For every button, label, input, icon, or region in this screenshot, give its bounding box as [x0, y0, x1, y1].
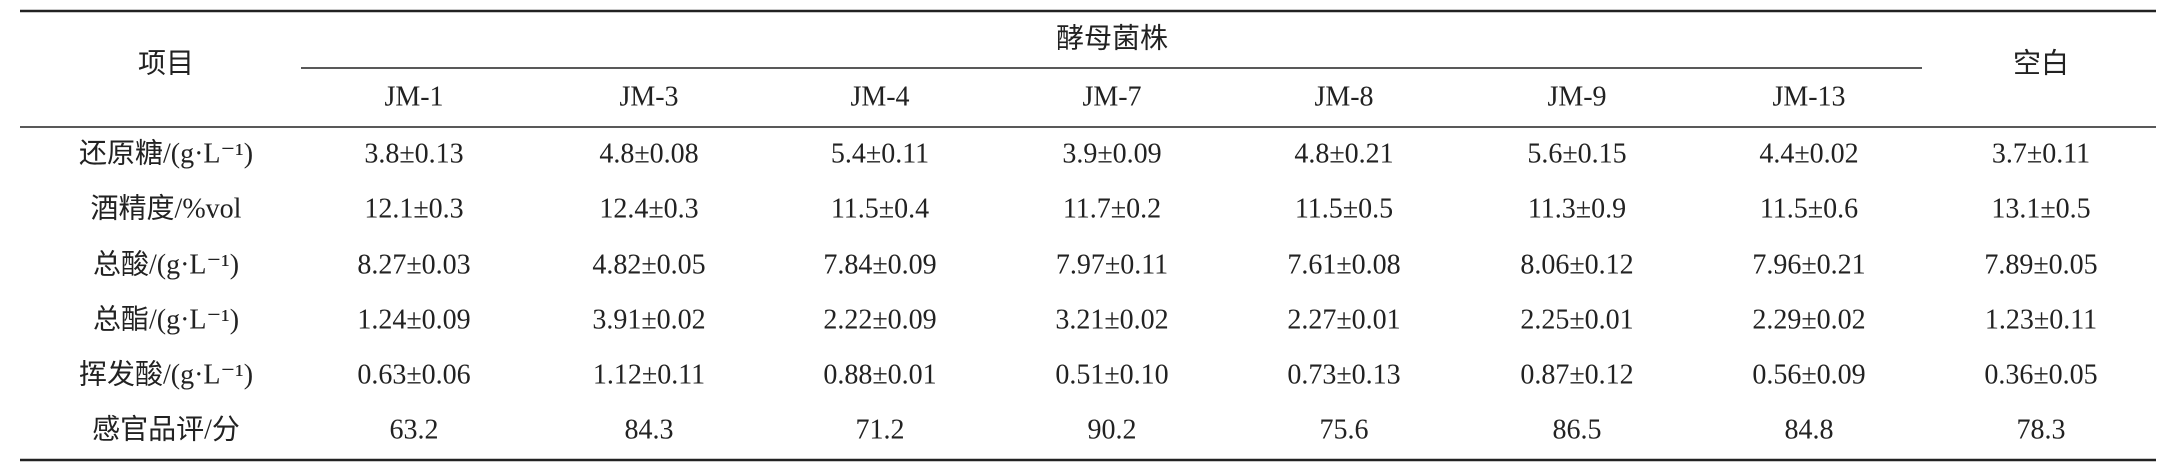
cell: 3.7±0.11 — [1992, 138, 2090, 169]
cell: 11.5±0.4 — [831, 193, 929, 224]
cell: 11.3±0.9 — [1528, 193, 1626, 224]
cell: 4.82±0.05 — [592, 249, 705, 280]
cell: 1.12±0.11 — [593, 359, 705, 390]
cell: 4.8±0.08 — [599, 138, 698, 169]
cell: 90.2 — [1088, 414, 1137, 445]
cell: 7.97±0.11 — [1056, 249, 1168, 280]
cell: 12.1±0.3 — [364, 193, 463, 224]
cell: 11.5±0.6 — [1760, 193, 1858, 224]
cell: 3.91±0.02 — [592, 304, 705, 335]
cell: 2.25±0.01 — [1520, 304, 1633, 335]
cell: 78.3 — [2017, 414, 2066, 445]
strain-header: JM-7 — [1082, 81, 1141, 112]
row-label: 酒精度/%vol — [91, 192, 242, 224]
cell: 7.84±0.09 — [823, 249, 936, 280]
row-label: 感官品评/分 — [92, 413, 240, 445]
cell: 0.73±0.13 — [1287, 359, 1400, 390]
cell: 8.27±0.03 — [357, 249, 470, 280]
cell: 2.27±0.01 — [1287, 304, 1400, 335]
cell: 11.7±0.2 — [1063, 193, 1161, 224]
strain-header: JM-13 — [1772, 81, 1845, 112]
cell: 0.87±0.12 — [1520, 359, 1633, 390]
cell: 84.3 — [625, 414, 674, 445]
cell: 1.24±0.09 — [357, 304, 470, 335]
cell: 3.9±0.09 — [1062, 138, 1161, 169]
cell: 4.4±0.02 — [1759, 138, 1858, 169]
cell: 2.22±0.09 — [823, 304, 936, 335]
row-label: 总酸/(g·L⁻¹) — [93, 248, 239, 280]
blank-header: 空白 — [2013, 47, 2069, 79]
cell: 0.36±0.05 — [1984, 359, 2097, 390]
cell: 84.8 — [1785, 414, 1834, 445]
cell: 8.06±0.12 — [1520, 249, 1633, 280]
cell: 5.4±0.11 — [831, 138, 929, 169]
cell: 1.23±0.11 — [1985, 304, 2097, 335]
cell: 13.1±0.5 — [1991, 193, 2090, 224]
strain-header: JM-3 — [619, 81, 678, 112]
cell: 7.61±0.08 — [1287, 249, 1400, 280]
strain-header: JM-8 — [1314, 81, 1373, 112]
cell: 4.8±0.21 — [1294, 138, 1393, 169]
cell: 71.2 — [856, 414, 905, 445]
cell: 7.96±0.21 — [1752, 249, 1865, 280]
cell: 0.63±0.06 — [357, 359, 470, 390]
cell: 3.21±0.02 — [1055, 304, 1168, 335]
cell: 0.51±0.10 — [1055, 359, 1168, 390]
cell: 0.88±0.01 — [823, 359, 936, 390]
item-header: 项目 — [138, 48, 194, 79]
group-header: 酵母菌株 — [1056, 22, 1168, 54]
row-label: 还原糖/(g·L⁻¹) — [79, 137, 253, 169]
cell: 0.56±0.09 — [1752, 359, 1865, 390]
strain-header: JM-9 — [1547, 81, 1606, 112]
row-label: 挥发酸/(g·L⁻¹) — [79, 358, 253, 390]
strain-header: JM-1 — [384, 81, 443, 112]
cell: 63.2 — [390, 414, 439, 445]
cell: 5.6±0.15 — [1527, 138, 1626, 169]
cell: 75.6 — [1320, 414, 1369, 445]
cell: 12.4±0.3 — [599, 193, 698, 224]
cell: 7.89±0.05 — [1984, 249, 2097, 280]
cell: 3.8±0.13 — [364, 138, 463, 169]
cell: 11.5±0.5 — [1295, 193, 1393, 224]
strain-header: JM-4 — [850, 81, 909, 112]
row-label: 总酯/(g·L⁻¹) — [93, 303, 239, 335]
cell: 86.5 — [1553, 414, 1602, 445]
cell: 2.29±0.02 — [1752, 304, 1865, 335]
